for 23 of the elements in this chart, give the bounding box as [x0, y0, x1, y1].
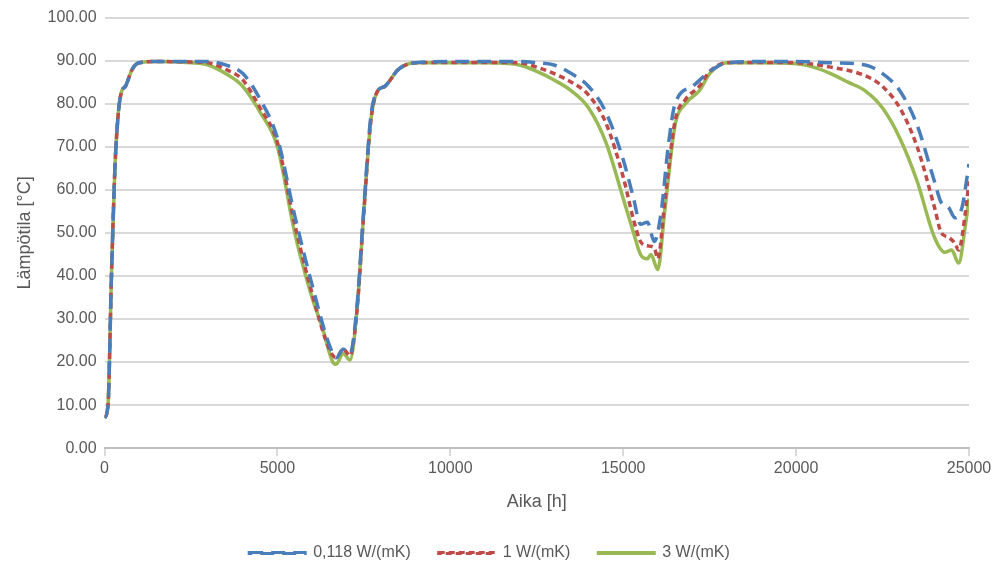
legend-label: 0,118 W/(mK)	[313, 543, 411, 561]
x-tick-label: 10000	[428, 459, 473, 477]
line-series	[104, 59, 969, 420]
y-tick-label: 30.00	[56, 309, 97, 327]
x-axis-title: Aika [h]	[506, 491, 567, 512]
x-tick-label: 5000	[259, 459, 296, 477]
y-axis-title: Lämpötila [°C]	[13, 176, 34, 290]
y-tick-label: 50.00	[56, 223, 97, 241]
y-tick-label: 10.00	[56, 395, 97, 413]
x-tick-label: 15000	[600, 459, 646, 477]
x-tick-label: 25000	[946, 459, 992, 477]
x-tick-label: 20000	[773, 459, 819, 477]
y-tick-label: 70.00	[56, 137, 97, 155]
y-tick-label: 80.00	[56, 94, 97, 112]
legend-label: 3 W/(mK)	[662, 543, 730, 561]
y-tick-label: 90.00	[56, 51, 97, 69]
y-tick-label: 20.00	[56, 352, 97, 370]
y-tick-label: 0.00	[65, 438, 97, 456]
y-tick-label: 100.00	[47, 8, 97, 26]
legend-label: 1 W/(mK)	[502, 543, 571, 561]
y-tick-label: 60.00	[56, 180, 97, 198]
x-tick-label: 0	[100, 459, 110, 477]
y-tick-label: 40.00	[56, 266, 97, 284]
